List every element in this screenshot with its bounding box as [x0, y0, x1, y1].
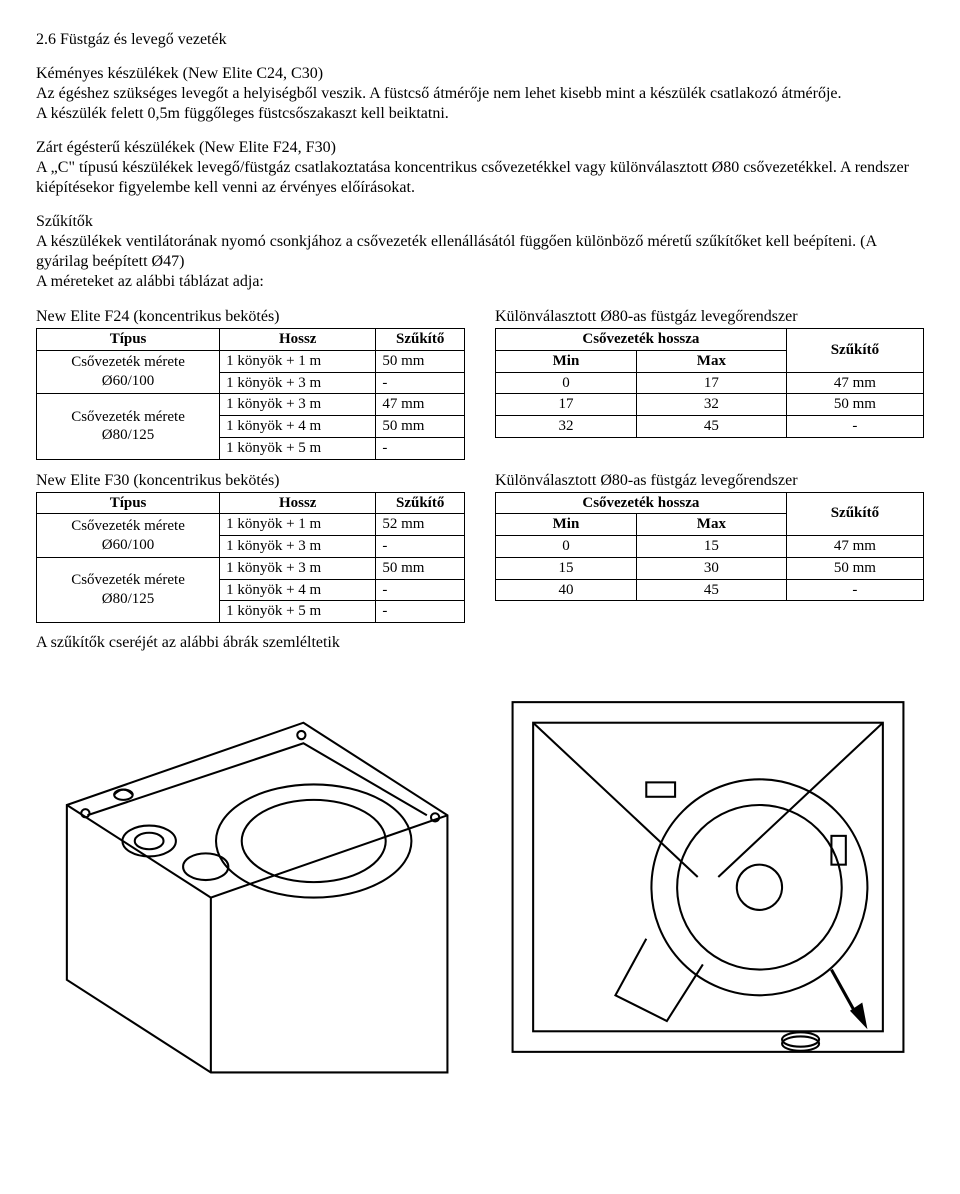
cell: -: [376, 536, 465, 558]
cell: 32: [636, 394, 786, 416]
col-min: Min: [496, 350, 637, 372]
cell: 1 könyök + 3 m: [220, 394, 376, 416]
cell: -: [376, 372, 465, 394]
col-reducer: Szűkítő: [786, 329, 923, 373]
col-type: Típus: [37, 492, 220, 514]
figure-left: [36, 661, 468, 1093]
type-d80: Csővezeték méreteØ80/125: [37, 394, 220, 459]
col-reducer: Szűkítő: [786, 492, 923, 536]
cell: 45: [636, 579, 786, 601]
col-length: Csővezeték hossza: [496, 492, 787, 514]
cell: 0: [496, 372, 637, 394]
section-title: 2.6 Füstgáz és levegő vezeték: [36, 30, 924, 50]
cell: 40: [496, 579, 637, 601]
cell: -: [376, 437, 465, 459]
cell: 47 mm: [786, 372, 923, 394]
cell: 52 mm: [376, 514, 465, 536]
cell: 15: [636, 536, 786, 558]
boiler-top-right-icon: [492, 661, 924, 1093]
figure-intro: A szűkítők cseréjét az alábbi ábrák szem…: [36, 633, 924, 653]
cell: 30: [636, 557, 786, 579]
col-reducer: Szűkítő: [376, 329, 465, 351]
f24-left-table: Típus Hossz Szűkítő Csővezeték méreteØ60…: [36, 328, 465, 460]
cell: 1 könyök + 5 m: [220, 437, 376, 459]
cell: 15: [496, 557, 637, 579]
cell: 0: [496, 536, 637, 558]
cell: 50 mm: [376, 350, 465, 372]
paragraph-3: SzűkítőkA készülékek ventilátorának nyom…: [36, 212, 924, 292]
cell: 1 könyök + 5 m: [220, 601, 376, 623]
col-length: Csővezeték hossza: [496, 329, 787, 351]
cell: -: [376, 601, 465, 623]
cell: 1 könyök + 4 m: [220, 416, 376, 438]
cell: 1 könyök + 3 m: [220, 536, 376, 558]
col-min: Min: [496, 514, 637, 536]
figures-row: [36, 661, 924, 1093]
paragraph-1: Kéményes készülékek (New Elite C24, C30)…: [36, 64, 924, 124]
cell: 1 könyök + 1 m: [220, 350, 376, 372]
f24-right-caption: Különválasztott Ø80-as füstgáz levegőren…: [495, 308, 924, 326]
col-length: Hossz: [220, 329, 376, 351]
cell: 50 mm: [786, 557, 923, 579]
cell: 32: [496, 416, 637, 438]
f30-right-caption: Különválasztott Ø80-as füstgáz levegőren…: [495, 472, 924, 490]
f30-left-table: Típus Hossz Szűkítő Csővezeték méreteØ60…: [36, 492, 465, 624]
cell: 45: [636, 416, 786, 438]
cell: 50 mm: [786, 394, 923, 416]
cell: 1 könyök + 3 m: [220, 557, 376, 579]
col-max: Max: [636, 350, 786, 372]
col-length: Hossz: [220, 492, 376, 514]
cell: -: [376, 579, 465, 601]
type-d80: Csővezeték méreteØ80/125: [37, 557, 220, 622]
col-reducer: Szűkítő: [376, 492, 465, 514]
cell: 17: [636, 372, 786, 394]
cell: -: [786, 416, 923, 438]
col-type: Típus: [37, 329, 220, 351]
cell: 47 mm: [376, 394, 465, 416]
cell: 1 könyök + 1 m: [220, 514, 376, 536]
cell: 1 könyök + 4 m: [220, 579, 376, 601]
figure-right: [492, 661, 924, 1093]
f24-right-table: Csővezeték hossza Szűkítő Min Max 0 17 4…: [495, 328, 924, 438]
col-max: Max: [636, 514, 786, 536]
cell: 17: [496, 394, 637, 416]
cell: -: [786, 579, 923, 601]
f30-left-caption: New Elite F30 (koncentrikus bekötés): [36, 472, 465, 490]
type-d60: Csővezeték méreteØ60/100: [37, 514, 220, 558]
boiler-top-left-icon: [36, 661, 468, 1093]
f24-left-caption: New Elite F24 (koncentrikus bekötés): [36, 308, 465, 326]
cell: 50 mm: [376, 416, 465, 438]
f24-tables: New Elite F24 (koncentrikus bekötés) Típ…: [36, 306, 924, 460]
paragraph-2: Zárt égésterű készülékek (New Elite F24,…: [36, 138, 924, 198]
cell: 50 mm: [376, 557, 465, 579]
f30-right-table: Csővezeték hossza Szűkítő Min Max 0 15 4…: [495, 492, 924, 602]
cell: 47 mm: [786, 536, 923, 558]
cell: 1 könyök + 3 m: [220, 372, 376, 394]
type-d60: Csővezeték méreteØ60/100: [37, 350, 220, 394]
f30-tables: New Elite F30 (koncentrikus bekötés) Típ…: [36, 470, 924, 624]
